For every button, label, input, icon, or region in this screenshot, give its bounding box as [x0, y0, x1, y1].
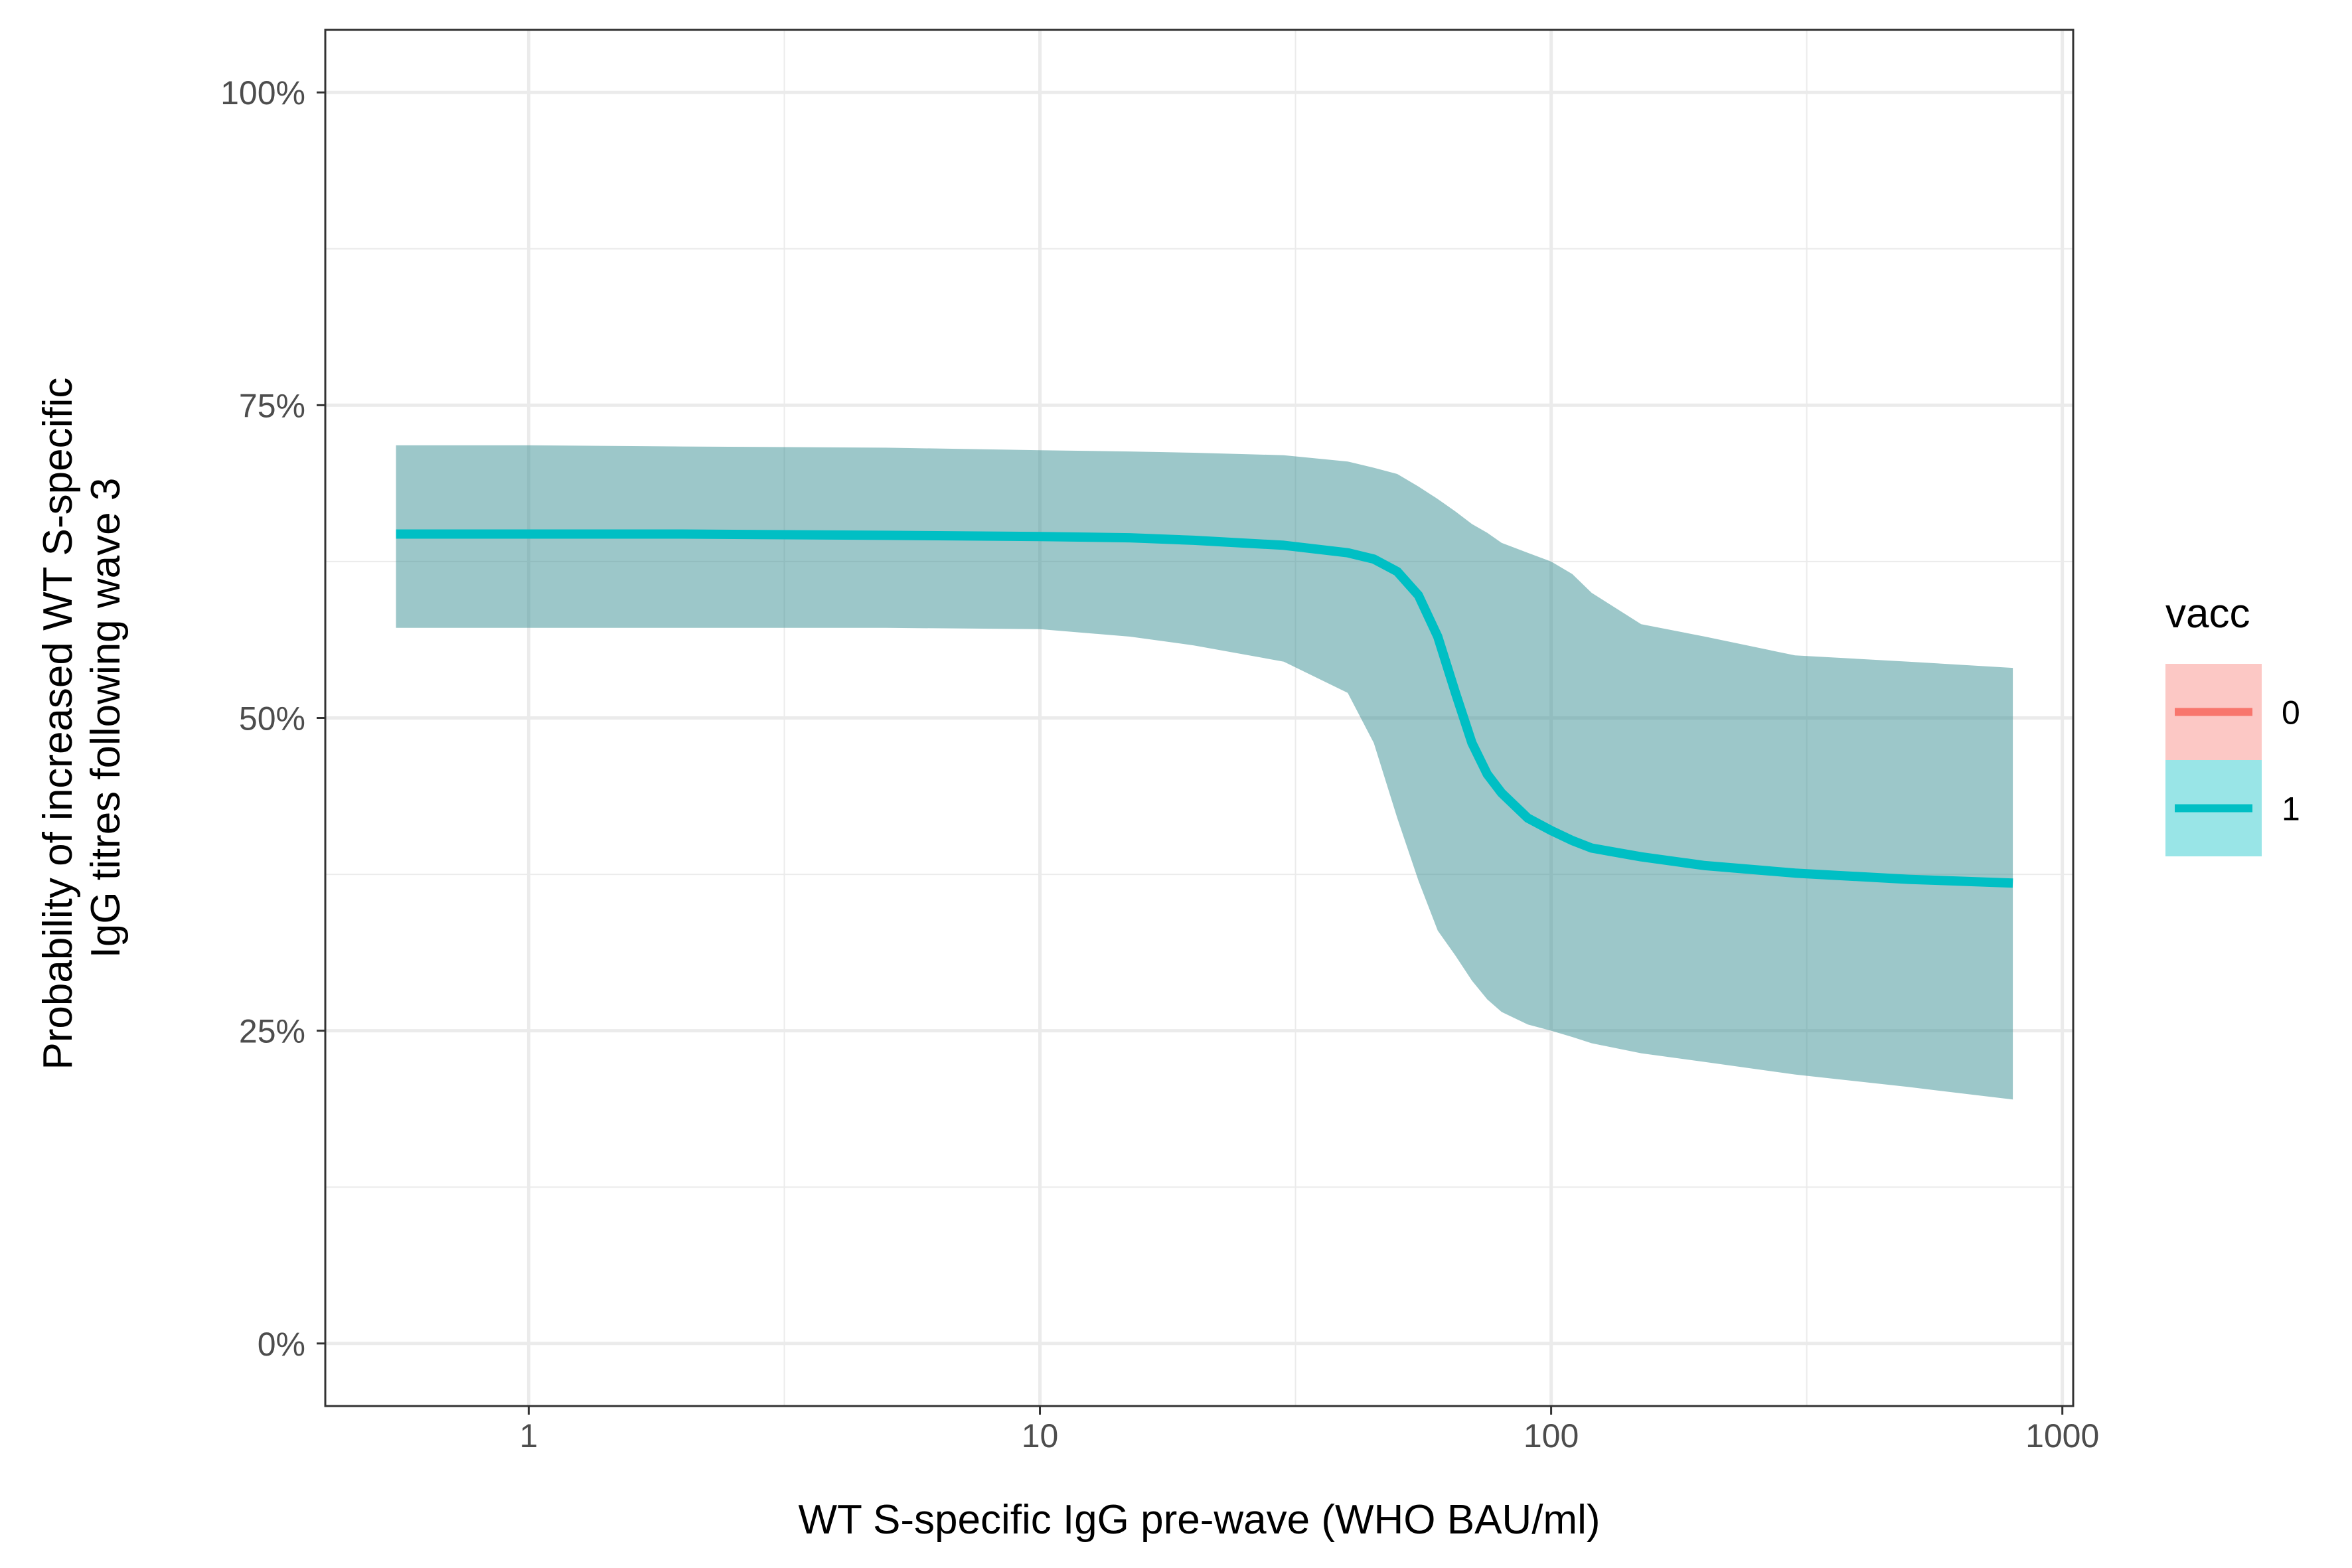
legend-label-1: 1	[2282, 791, 2300, 828]
y-tick-label: 0%	[258, 1326, 305, 1363]
x-axis: 1 10 100 1000	[520, 1406, 2099, 1454]
series-line-layer	[396, 529, 2013, 888]
confidence-band-layer	[396, 445, 2013, 1100]
y-tick-label: 25%	[239, 1013, 305, 1050]
x-tick-label: 1000	[2025, 1417, 2099, 1454]
y-axis: 0% 25% 50% 75% 100%	[220, 74, 325, 1363]
x-tick-label: 1	[520, 1417, 538, 1454]
x-tick-label: 10	[1022, 1417, 1059, 1454]
legend-title: vacc	[2165, 591, 2250, 637]
legend-label-0: 0	[2282, 694, 2300, 732]
y-tick-label: 100%	[220, 74, 305, 112]
x-tick-label: 100	[1524, 1417, 1579, 1454]
y-axis-title-line-1: Probability of increased WT S-specific	[35, 378, 81, 1070]
y-tick-label: 50%	[239, 700, 305, 738]
x-axis-title: WT S-specific IgG pre-wave (WHO BAU/ml)	[798, 1497, 1600, 1543]
confidence-band-vacc-1	[396, 445, 2013, 1100]
series-line-vacc-1	[396, 529, 2013, 888]
y-axis-title-line-2: IgG titres following wave 3	[83, 478, 129, 959]
y-axis-title: Probability of increased WT S-specific I…	[35, 366, 129, 1069]
legend-items: 01	[2165, 664, 2300, 856]
legend: vacc 01	[2165, 591, 2300, 856]
y-tick-label: 75%	[239, 387, 305, 424]
